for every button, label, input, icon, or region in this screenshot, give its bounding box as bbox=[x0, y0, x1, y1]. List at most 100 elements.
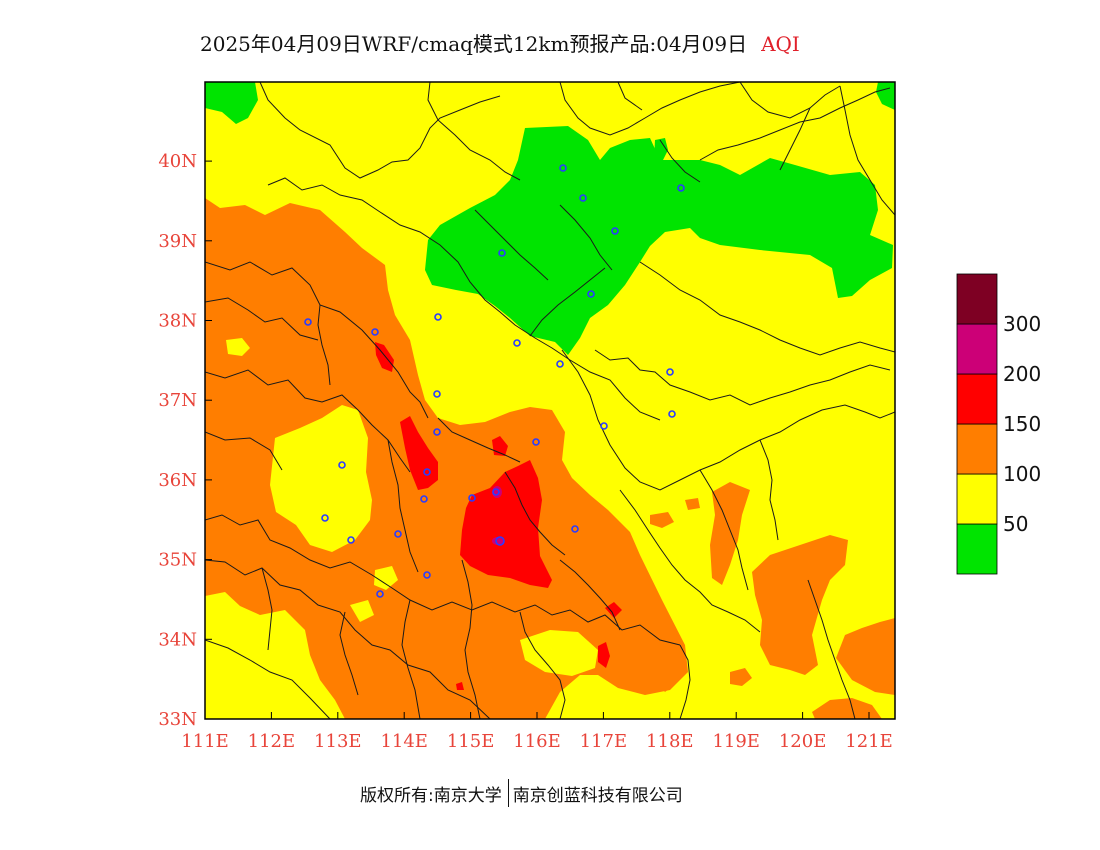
legend-swatch bbox=[956, 373, 998, 425]
lon-tick-label: 119E bbox=[712, 731, 760, 752]
city-marker bbox=[423, 571, 431, 579]
aqi-field bbox=[205, 82, 895, 719]
boundary-line bbox=[461, 559, 481, 719]
aqi-zone-yellow bbox=[374, 566, 398, 590]
boundary-line bbox=[267, 177, 661, 421]
legend-label: 200 bbox=[1003, 362, 1041, 386]
copyright-company: 南京创蓝科技有限公司 bbox=[512, 785, 683, 806]
city-marker bbox=[513, 339, 521, 347]
boundary-line bbox=[205, 431, 283, 471]
boundary-line bbox=[205, 514, 681, 646]
city-marker bbox=[677, 184, 685, 192]
boundary-line bbox=[205, 639, 331, 719]
lat-tick-label: 36N bbox=[158, 470, 197, 491]
boundary-line bbox=[261, 567, 273, 651]
aqi-zone-red bbox=[460, 460, 552, 588]
city-marker bbox=[492, 488, 500, 496]
city-marker bbox=[600, 422, 608, 430]
aqi-zone-red bbox=[605, 602, 622, 618]
aqi-zone-yellow bbox=[520, 630, 598, 676]
city-marker bbox=[611, 227, 619, 235]
boundary-line bbox=[807, 579, 856, 719]
boundary-line bbox=[559, 559, 621, 631]
lat-tick-label: 35N bbox=[158, 550, 197, 571]
city-marker bbox=[434, 313, 442, 321]
boundary-line bbox=[519, 611, 566, 719]
boundary-line bbox=[639, 261, 895, 356]
lon-tick-label: 114E bbox=[380, 731, 428, 752]
legend-label: 50 bbox=[1003, 512, 1028, 536]
boundary-line bbox=[474, 209, 549, 281]
legend-swatch bbox=[956, 323, 998, 375]
aqi-zone-orange bbox=[730, 668, 752, 686]
boundary-line bbox=[205, 297, 319, 341]
city-markers bbox=[304, 164, 685, 598]
city-marker bbox=[347, 536, 355, 544]
aqi-zone-yellow bbox=[270, 405, 372, 552]
aqi-zone-purple bbox=[492, 537, 504, 545]
boundary-line bbox=[561, 349, 895, 491]
boundary-line bbox=[619, 489, 761, 633]
legend-swatch bbox=[956, 523, 998, 575]
aqi-zone-orange bbox=[205, 198, 688, 719]
boundary-line bbox=[617, 82, 643, 111]
aqi-zone-orange bbox=[655, 674, 675, 692]
lon-tick-label: 121E bbox=[845, 731, 893, 752]
legend-swatch bbox=[956, 423, 998, 475]
city-marker bbox=[338, 461, 346, 469]
boundary-line bbox=[839, 85, 895, 216]
lat-tick-label: 40N bbox=[158, 151, 197, 172]
boundary-line bbox=[759, 439, 779, 541]
lat-tick-label: 38N bbox=[158, 311, 197, 332]
boundary-line bbox=[559, 82, 741, 136]
city-marker bbox=[532, 438, 540, 446]
city-marker bbox=[556, 360, 564, 368]
city-marker bbox=[495, 536, 505, 546]
boundary-line bbox=[317, 304, 331, 386]
legend-label: 150 bbox=[1003, 412, 1041, 436]
lon-tick-label: 111E bbox=[181, 731, 229, 752]
aqi-zone-green bbox=[425, 126, 893, 355]
city-marker bbox=[420, 495, 428, 503]
boundary-line bbox=[594, 349, 891, 406]
city-marker bbox=[433, 390, 441, 398]
page-title: 2025年04月09日WRF/cmaq模式12km预报产品:04月09日 AQI bbox=[200, 28, 960, 58]
axis-layer: 111E 112E 113E 114E 115E 116E 117E 118E 119E 120E… bbox=[158, 151, 892, 752]
legend-label: 100 bbox=[1003, 462, 1041, 486]
boundary-line bbox=[699, 469, 749, 591]
city-marker bbox=[423, 468, 431, 476]
city-marker bbox=[666, 368, 674, 376]
boundary-line bbox=[259, 82, 501, 179]
aqi-zone-yellow bbox=[350, 600, 374, 622]
boundary-line bbox=[504, 471, 566, 556]
lat-tick-label: 39N bbox=[158, 231, 197, 252]
lon-tick-label: 120E bbox=[779, 731, 827, 752]
lat-tick-label: 37N bbox=[158, 390, 197, 411]
boundaries bbox=[205, 82, 895, 719]
lat-tick-label: 33N bbox=[158, 709, 197, 730]
boundary-line bbox=[739, 82, 841, 119]
lon-tick-label: 112E bbox=[248, 731, 296, 752]
boundary-line bbox=[529, 267, 606, 337]
aqi-zone-yellow bbox=[205, 592, 345, 719]
aqi-zone-green bbox=[205, 82, 258, 124]
city-marker bbox=[371, 328, 379, 336]
lon-tick-label: 117E bbox=[580, 731, 628, 752]
city-marker bbox=[468, 494, 476, 502]
city-marker bbox=[321, 514, 329, 522]
city-marker bbox=[571, 525, 579, 533]
lat-tick-label: 34N bbox=[158, 629, 197, 650]
lon-tick-label: 118E bbox=[646, 731, 694, 752]
aqi-zone-orange bbox=[836, 618, 895, 695]
city-marker bbox=[304, 318, 312, 326]
city-marker bbox=[394, 530, 402, 538]
boundary-line bbox=[679, 644, 691, 719]
legend-label: 300 bbox=[1003, 312, 1041, 336]
aqi-zone-orange bbox=[752, 535, 848, 675]
legend-swatch bbox=[956, 273, 998, 325]
title-text: 2025年04月09日WRF/cmaq模式12km预报产品:04月09日 bbox=[200, 32, 748, 56]
lon-tick-label: 116E bbox=[513, 731, 561, 752]
aqi-zone-red bbox=[456, 682, 464, 690]
aqi-zone-orange bbox=[685, 498, 700, 510]
